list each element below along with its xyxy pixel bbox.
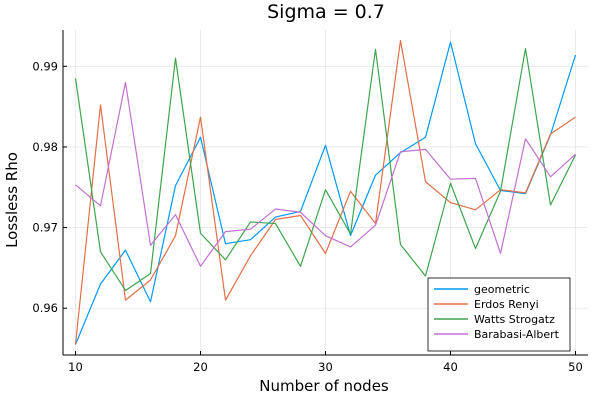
grid	[63, 30, 588, 355]
x-tick-label: 20	[193, 360, 208, 374]
series-line-watts-strogatz	[74, 47, 577, 292]
x-tick-label: 30	[318, 360, 333, 374]
y-tick-label: 0.98	[32, 140, 58, 154]
y-ticks: 0.96 0.97 0.98 0.99	[32, 59, 67, 315]
y-tick-label: 0.96	[32, 301, 58, 315]
series-line-barabasi-albert	[75, 81, 576, 267]
legend-label-geometric: geometric	[474, 283, 530, 296]
x-tick-label: 40	[443, 360, 458, 374]
legend-box	[427, 277, 571, 352]
series-line-erdos-renyi	[74, 39, 576, 345]
x-ticks: 10 20 30 40 50	[68, 351, 583, 374]
series-line-geometric	[74, 41, 577, 345]
x-axis-label: Number of nodes	[259, 377, 389, 395]
legend: geometric Erdos Renyi Watts Strogatz Baraba…	[427, 277, 571, 352]
plot-lines	[74, 39, 577, 345]
legend-label-erdos-renyi: Erdos Renyi	[474, 298, 539, 311]
y-axis-label: Lossless Rho	[3, 152, 21, 248]
legend-label-barabasi-albert: Barabasi-Albert	[474, 328, 560, 341]
x-tick-label: 50	[568, 360, 583, 374]
y-tick-label: 0.99	[32, 59, 58, 73]
y-tick-label: 0.97	[32, 221, 58, 235]
x-tick-label: 10	[68, 360, 83, 374]
legend-label-watts-strogatz: Watts Strogatz	[474, 313, 555, 326]
chart-title: Sigma = 0.7	[267, 1, 385, 23]
